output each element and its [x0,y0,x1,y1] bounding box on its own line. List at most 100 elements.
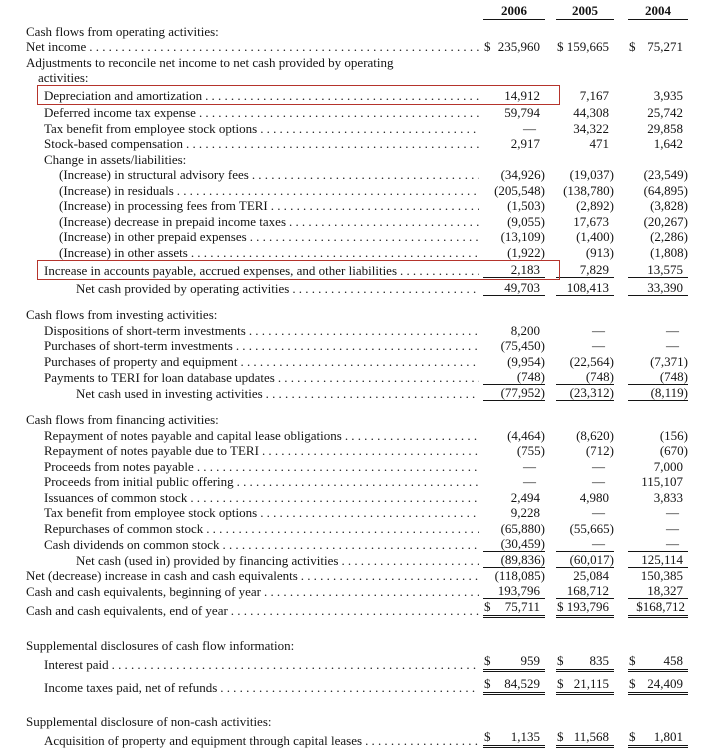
value-number: (712) [585,443,614,458]
value-cell-2004: (64,895) [628,183,688,198]
value-cell-2006: 9,228 [483,505,545,520]
value-cell-2004: 150,385 [628,568,688,583]
dot-leader [264,584,479,599]
value-number: 75,271 [647,39,683,54]
value-cell-2006: (755) [483,443,545,458]
row-label: Cash dividends on common stock [44,536,220,552]
value-cells: (748) (748) (748) [483,369,688,385]
value-cell-2006: 8,200 [483,323,545,338]
value-cells: 2,917 471 1,642 [483,136,688,151]
value-cells: (89,836) (60,017) 125,114 [483,552,688,568]
value-cell-2005: 7,167 [556,88,614,103]
value-cell-2004: — [628,521,688,536]
value-number: 159,665 [566,39,609,54]
value-cells: 9,228 — — [483,505,688,520]
value-cell-2004: 3,833 [628,490,688,505]
value-cell-2004: (156) [628,428,688,443]
statement-table: Cash flows from operating activities: Net… [26,23,688,748]
currency-symbol: $ [484,652,491,668]
statement-row: Tax benefit from employee stock options —… [26,120,688,136]
year-column-header: 2006 [483,3,545,20]
value-cells: 193,796 168,712 18,327 [483,583,688,599]
value-cell-2006: (4,464) [483,428,545,443]
value-cell-2005: 44,308 [556,105,614,120]
value-cells: (9,954) (22,564) (7,371) [483,354,688,369]
dot-leader [301,568,479,583]
value-number: 33,390 [647,279,683,295]
dot-leader [278,370,479,385]
statement-row: Net (decrease) increase in cash and cash… [26,568,688,583]
value-cell-2005: $193,796 [556,599,614,618]
row-label: Repurchases of common stock [44,520,204,536]
value-cell-2004: (23,549) [628,167,688,182]
value-number: — [592,505,605,520]
value-number: (2,892) [576,198,614,213]
value-cell-2005: $21,115 [556,676,614,695]
value-cell-2005: — [556,323,614,338]
value-number: (156) [659,427,688,443]
value-cell-2006: 193,796 [483,583,545,599]
value-number: — [523,474,536,489]
statement-row: Proceeds from notes payable — — 7,000 [26,458,688,474]
value-number: (64,895) [643,182,688,198]
row-label: Acquisition of property and equipment th… [44,733,363,748]
value-cells: — — 7,000 [483,459,688,474]
statement-row: Interest paid$959$835$458 [26,653,688,672]
value-number: 34,322 [573,120,609,136]
value-cell-2006: $1,135 [483,729,545,748]
row-label: Cash and cash equivalents, end of year [26,603,228,618]
value-number: 1,135 [510,729,540,744]
dot-leader [199,105,479,120]
value-number: (670) [659,443,688,458]
value-cell-2004: $1,801 [628,729,688,748]
row-label: Dispositions of short-term investments [44,322,246,338]
dot-leader [186,136,479,151]
value-number: (77,952) [500,384,545,400]
dot-leader [345,428,479,443]
value-cell-2006: 2,183 [483,262,545,278]
value-cell-2005: (2,892) [556,198,614,213]
dot-leader [223,537,480,552]
value-cell-2005: 34,322 [556,121,614,136]
statement-row: (Increase) in processing fees from TERI (… [26,198,688,213]
dot-leader [220,680,479,695]
section-gap [26,699,688,714]
dot-leader [266,386,479,401]
value-cell-2004: (20,267) [628,214,688,229]
dot-leader [292,281,479,296]
value-number: — [592,535,605,551]
value-cell-2005: $159,665 [556,39,614,54]
value-cell-2006: 59,794 [483,105,545,120]
section-heading: Supplemental disclosure of non-cash acti… [26,714,272,729]
value-number: 14,912 [504,87,540,103]
value-cell-2005: 17,673 [556,214,614,229]
row-label: (Increase) in other assets [59,244,188,260]
value-cells: 59,794 44,308 25,742 [483,105,688,120]
row-label: Net cash used in investing activities [76,385,263,401]
value-number: 49,703 [504,279,540,295]
value-cell-2004: — [628,323,688,338]
value-cell-2005: (55,665) [556,521,614,536]
section-heading-row: Change in assets/liabilities: [26,151,688,167]
value-number: — [592,458,605,474]
value-number: $168,712 [636,599,685,614]
row-label: Net income [26,39,87,54]
value-cell-2006: (34,926) [483,167,545,182]
value-number: (9,954) [507,353,545,369]
section-heading: Cash flows from investing activities: [26,307,218,322]
dot-leader [190,490,479,505]
value-number: (7,371) [650,353,688,369]
value-cell-2005: $835 [556,653,614,672]
statement-row: Issuances of common stock 2,494 4,980 3,833 [26,489,688,505]
year-column-header: 2004 [628,3,688,20]
value-number: 3,833 [653,489,683,505]
statement-row: Depreciation and amortization 14,912 7,167… [26,85,688,105]
value-number: (9,055) [507,213,545,229]
value-number: (8,119) [650,384,688,400]
value-cell-2004: 29,858 [628,121,688,136]
value-cells: (1,503) (2,892) (3,828) [483,198,688,213]
value-number: 7,829 [579,261,609,277]
value-cell-2005: 168,712 [556,583,614,599]
dot-leader [400,263,479,278]
value-number: 235,960 [497,39,540,54]
